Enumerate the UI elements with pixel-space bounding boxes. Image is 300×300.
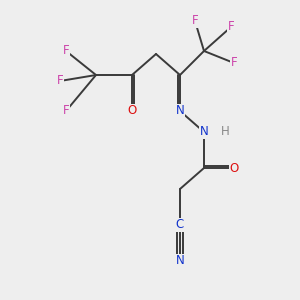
- Text: F: F: [63, 44, 69, 58]
- Text: F: F: [231, 56, 237, 70]
- Text: O: O: [230, 161, 238, 175]
- Text: C: C: [176, 218, 184, 232]
- Text: F: F: [192, 14, 198, 28]
- Text: N: N: [200, 125, 208, 139]
- Text: N: N: [176, 104, 184, 118]
- Text: F: F: [63, 104, 69, 118]
- Text: F: F: [228, 20, 234, 34]
- Text: O: O: [128, 104, 136, 118]
- Text: N: N: [176, 254, 184, 268]
- Text: F: F: [57, 74, 63, 88]
- Text: H: H: [220, 125, 230, 139]
